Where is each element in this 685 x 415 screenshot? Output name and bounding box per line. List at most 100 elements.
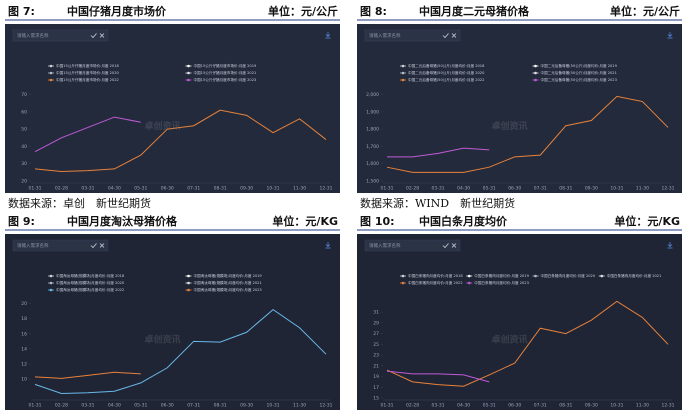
figure-number: 图 7:: [8, 5, 35, 18]
legend-dot: [49, 64, 53, 68]
figure-title: 中国白条月度均价: [419, 214, 508, 228]
legend-dot: [49, 274, 53, 278]
y-tick-label: 20: [21, 179, 27, 185]
legend-label: 中国淘汰母猪(规模场)月度均价:月度 2020: [56, 280, 125, 285]
x-tick-label: 08-31: [214, 186, 227, 192]
x-tick-label: 01-31: [380, 186, 393, 192]
series-line: [386, 95, 669, 173]
x-tick-label: 06-30: [508, 403, 521, 409]
x-tick-label: 08-31: [214, 403, 227, 409]
x-tick-label: 08-31: [559, 186, 572, 192]
legend-label: 中国淘汰母猪(规模场)月度均价:月度 2018: [56, 273, 125, 278]
legend-label: 中国淘汰母猪(规模场)月度均价:月度 2021: [194, 280, 262, 285]
x-tick-label: 02-28: [55, 403, 68, 409]
x-tick-label: 12-31: [319, 403, 332, 409]
figure-title: 中国月度二元母猪价格: [419, 4, 530, 18]
watermark: 卓创资讯: [491, 334, 527, 346]
y-tick-label: 29: [373, 320, 379, 326]
x-tick-label: 02-28: [55, 186, 68, 192]
confirm-icon: [442, 33, 449, 39]
confirm-icon: [442, 243, 449, 249]
series-line: [34, 109, 327, 173]
x-tick-label: 11-30: [293, 403, 306, 409]
legend-dot: [600, 274, 604, 278]
x-tick-label: 05-31: [134, 186, 147, 192]
search-box: [364, 29, 461, 42]
x-tick-label: 09-30: [240, 186, 253, 192]
x-tick-label: 06-30: [161, 403, 174, 409]
y-tick-label: 21: [373, 363, 379, 369]
figure-unit: 单位：元/KG: [272, 214, 338, 228]
search-box: [12, 239, 109, 252]
figure-unit: 单位：元/KG: [614, 214, 680, 228]
source-note: 数据来源：卓创 新世纪期货: [8, 196, 151, 210]
figure-unit: 单位：元/公斤: [610, 4, 680, 18]
y-tick-label: 12: [21, 362, 27, 368]
series-line: [34, 308, 327, 394]
x-tick-label: 11-30: [636, 403, 649, 409]
y-tick-label: 14: [21, 346, 27, 352]
legend-label: 中国白条猪肉月度均价:月度 2021: [607, 273, 662, 278]
y-tick-label: 1,900: [366, 109, 379, 115]
legend-dot: [49, 78, 53, 82]
legend-label: 中国二元后备母猪(50公斤)月度均价:月度 2020: [408, 70, 485, 75]
legend-label: 中国白条猪肉月度均价:月度 2022: [408, 280, 463, 285]
x-tick-label: 09-30: [240, 403, 253, 409]
y-tick-label: 1,700: [366, 144, 379, 150]
search-placeholder: 请输入需求名称: [17, 32, 49, 39]
y-tick-label: 1,500: [366, 179, 379, 185]
y-tick-label: 1,800: [366, 127, 379, 133]
y-tick-label: 2,000: [366, 92, 379, 98]
y-tick-label: 1,600: [366, 161, 379, 167]
legend-dot: [49, 71, 53, 75]
legend-dot: [187, 64, 190, 68]
download-icon: [325, 32, 331, 39]
legend-dot: [401, 281, 405, 285]
confirm-icon: [90, 33, 97, 39]
legend-dot: [534, 274, 537, 278]
x-tick-label: 03-31: [81, 403, 94, 409]
x-tick-label: 06-30: [161, 186, 174, 192]
legend-dot: [187, 274, 190, 278]
x-tick-label: 07-31: [534, 403, 547, 409]
close-icon: [99, 33, 105, 38]
x-tick-label: 02-28: [406, 403, 419, 409]
x-tick-label: 10-31: [267, 403, 280, 409]
x-tick-label: 04-30: [457, 403, 470, 409]
figure-title: 中国仔猪月度市场价: [67, 4, 167, 18]
x-tick-label: 03-31: [432, 403, 445, 409]
x-tick-label: 04-30: [108, 186, 121, 192]
x-tick-label: 01-31: [28, 186, 41, 192]
y-tick-label: 20: [21, 301, 27, 307]
y-tick-label: 15: [373, 396, 379, 402]
legend-label: 中国二元后备母猪(50公斤)月度均价:月度 2022: [408, 77, 484, 82]
x-tick-label: 07-31: [187, 403, 200, 409]
legend-dot: [534, 78, 537, 82]
y-tick-label: 19: [373, 374, 379, 380]
download-icon: [667, 32, 673, 39]
x-tick-label: 01-31: [380, 403, 393, 409]
y-tick-label: 27: [373, 331, 379, 337]
legend-dot: [534, 64, 537, 68]
y-tick-label: 30: [21, 161, 27, 167]
series-line: [387, 147, 490, 158]
legend-dot: [401, 78, 405, 82]
search-box: [12, 29, 109, 42]
y-tick-label: 18: [21, 316, 27, 322]
search-placeholder: 请输入需求名称: [369, 32, 401, 39]
series-line: [34, 371, 141, 379]
legend-label: 中国15公斤仔猪月度市场价:月度 2019: [194, 63, 258, 68]
search-placeholder: 请输入需求名称: [369, 242, 401, 249]
figure-number: 图 9:: [8, 215, 35, 228]
legend-label: 中国15公斤仔猪月度市场价:月度 2022: [56, 77, 119, 82]
y-tick-label: 16: [21, 331, 27, 337]
legend-dot: [401, 71, 405, 75]
x-tick-label: 09-30: [585, 403, 598, 409]
legend-dot: [401, 64, 405, 68]
x-tick-label: 12-31: [661, 403, 674, 409]
y-tick-label: 31: [373, 310, 379, 316]
figure-number: 图 10:: [360, 215, 395, 228]
watermark: 卓创资讯: [491, 120, 527, 132]
y-tick-label: 23: [373, 353, 379, 359]
